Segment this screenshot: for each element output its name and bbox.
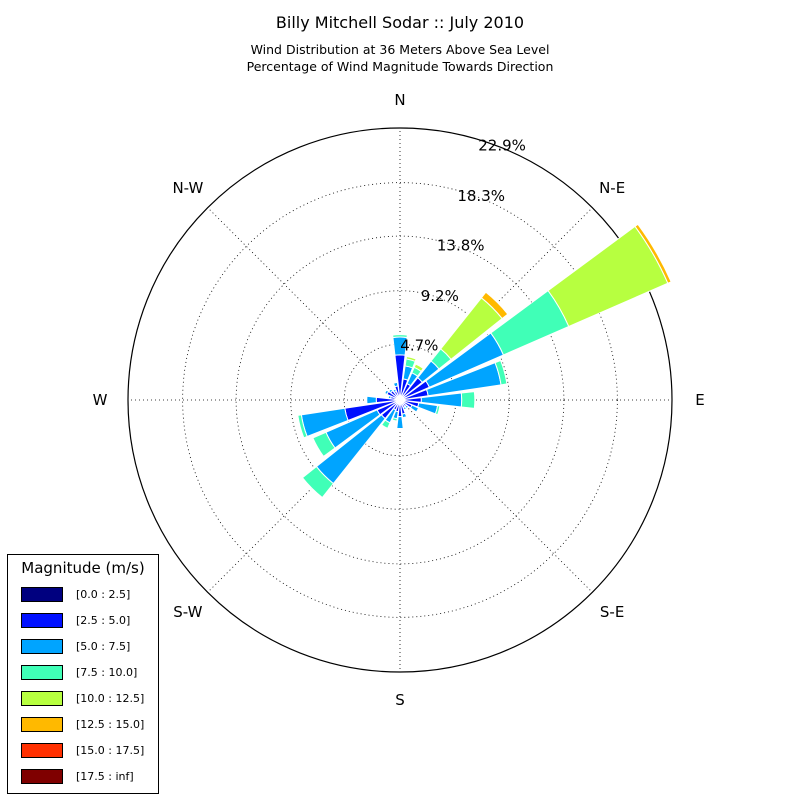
wind-bar-segment xyxy=(392,381,399,388)
subtitle-line-1: Wind Distribution at 36 Meters Above Sea… xyxy=(250,42,550,57)
angular-grid-line xyxy=(207,399,401,593)
wind-bar-segment xyxy=(405,355,417,362)
legend-label: [10.0 : 12.5] xyxy=(76,692,145,705)
chart-title: Billy Mitchell Sodar :: July 2010 xyxy=(275,13,525,32)
wind-bar-segment xyxy=(480,291,509,320)
radial-tick-label: 22.9% xyxy=(478,137,526,155)
legend-swatch xyxy=(21,691,63,706)
legend-swatch xyxy=(21,639,63,654)
radial-tick-label: 18.3% xyxy=(457,187,505,205)
chart-labels: N N-E E S-E S S-W W N-W 4.7% 9.2% 13.8% 18.3% 22.9% xyxy=(93,91,705,709)
legend-title: Magnitude (m/s) xyxy=(21,559,145,577)
wind-bar-segment xyxy=(366,395,377,405)
angular-grid-line xyxy=(399,399,593,593)
direction-label: N-W xyxy=(172,179,203,197)
angular-grid-line xyxy=(207,207,401,401)
direction-label: E xyxy=(695,391,704,409)
wind-bars xyxy=(297,223,672,499)
wind-bar-segment xyxy=(634,223,672,284)
radial-grid-circle xyxy=(235,235,565,565)
legend-label: [17.5 : inf] xyxy=(76,770,134,783)
wind-bar-segment xyxy=(460,391,476,409)
legend-label: [2.5 : 5.0] xyxy=(76,614,131,627)
wind-bar-segment xyxy=(392,334,408,338)
outer-circle xyxy=(127,127,673,673)
wind-bar-segment xyxy=(301,465,335,499)
wind-bar-segment xyxy=(434,405,441,416)
wind-bar-segment xyxy=(380,419,391,429)
legend-label: [12.5 : 15.0] xyxy=(76,718,145,731)
legend: Magnitude (m/s) [0.0 : 2.5] [2.5 : 5.0] [5… xyxy=(7,554,159,794)
wind-bar-segment xyxy=(384,389,390,395)
legend-swatch xyxy=(21,587,63,602)
wind-bar-segment xyxy=(413,363,424,373)
direction-label: N-E xyxy=(599,179,625,197)
legend-swatch xyxy=(21,743,63,758)
wind-bar-segment xyxy=(401,412,408,419)
wind-bar-segment xyxy=(494,359,508,386)
legend-swatch xyxy=(21,665,63,680)
radial-tick-label: 4.7% xyxy=(400,336,438,354)
wind-bar-segment xyxy=(417,402,439,415)
direction-label: S-E xyxy=(600,603,624,621)
legend-label: [0.0 : 2.5] xyxy=(76,588,131,601)
direction-label: W xyxy=(93,391,108,409)
legend-swatch xyxy=(21,717,63,732)
legend-label: [15.0 : 17.5] xyxy=(76,744,145,757)
direction-label: S-W xyxy=(173,603,202,621)
radial-tick-label: 9.2% xyxy=(421,287,459,305)
radial-grid-circle xyxy=(182,182,618,618)
wind-bar-segment xyxy=(391,417,398,422)
wind-bar-segment xyxy=(409,404,420,413)
legend-swatch xyxy=(21,613,63,628)
wind-bar-segment xyxy=(388,388,394,394)
direction-label: N xyxy=(394,91,405,109)
legend-label: [5.0 : 7.5] xyxy=(76,640,131,653)
chart-subtitle: Wind Distribution at 36 Meters Above Sea… xyxy=(0,41,800,75)
wind-bar-segment xyxy=(297,414,308,439)
radial-grid-circle xyxy=(290,290,510,510)
wind-bar-segment xyxy=(396,415,404,430)
subtitle-line-2: Percentage of Wind Magnitude Towards Dir… xyxy=(246,59,554,74)
legend-swatch xyxy=(21,769,63,784)
legend-label: [7.5 : 10.0] xyxy=(76,666,138,679)
wind-bar-segment xyxy=(312,431,336,458)
radial-tick-label: 13.8% xyxy=(437,237,485,255)
direction-label: S xyxy=(395,691,405,709)
